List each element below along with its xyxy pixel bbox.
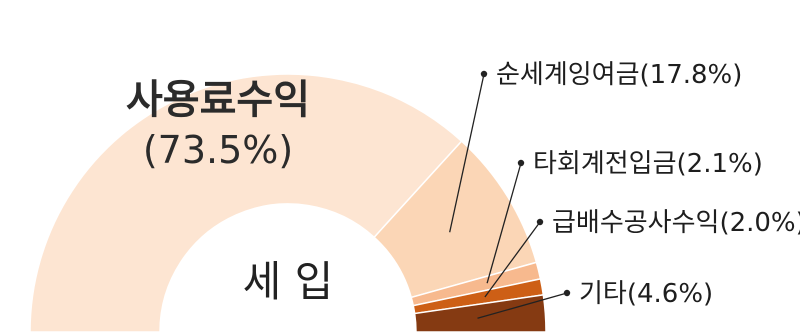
leader-dot-3	[536, 218, 544, 226]
slice-label-0: 사용료수익	[126, 77, 310, 123]
leader-dot-2	[517, 159, 525, 167]
leader-line-2	[486, 162, 522, 284]
leader-line-4	[477, 292, 568, 319]
leader-dot-1	[480, 70, 488, 78]
slice-label-2: 타회계전입금(2.1%)	[533, 149, 763, 179]
leader-line-3	[484, 221, 541, 298]
slice-label-1: 순세계잉여금(17.8%)	[496, 60, 742, 90]
leader-dot-4	[563, 289, 571, 297]
leader-line-1	[449, 73, 485, 233]
slice-0	[29, 73, 463, 332]
slice-label-4: 기타(4.6%)	[579, 279, 713, 309]
center-label: 세 입	[243, 257, 334, 306]
slice-value-0: (73.5%)	[143, 128, 293, 172]
slice-label-3: 급배수공사수익(2.0%)	[552, 208, 800, 238]
slice-4	[413, 293, 547, 332]
